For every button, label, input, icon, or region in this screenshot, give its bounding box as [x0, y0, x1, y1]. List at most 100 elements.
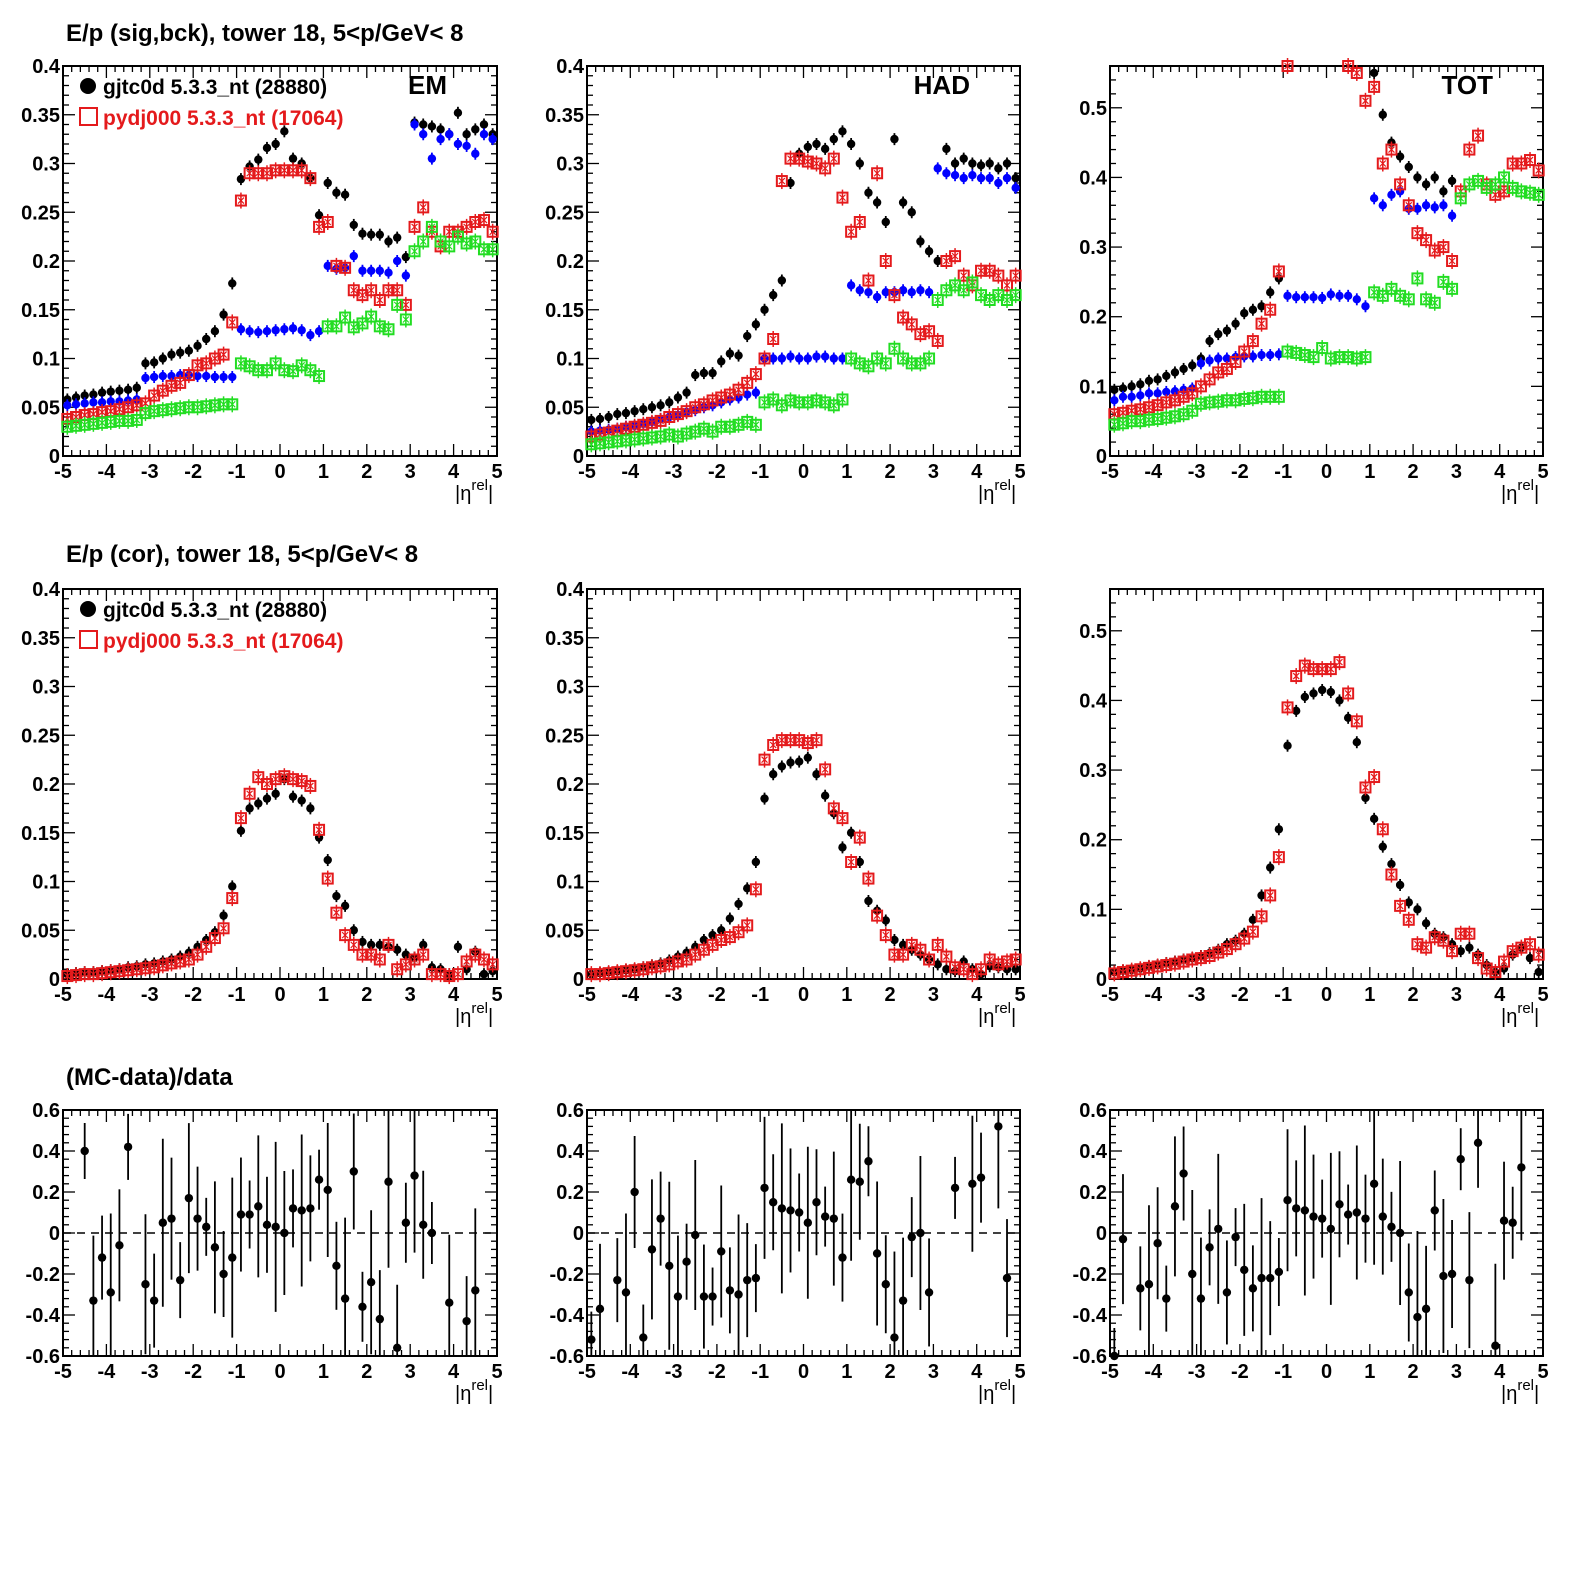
data-point: [1387, 190, 1396, 200]
data-point: [1324, 663, 1337, 676]
data-point: [630, 406, 639, 416]
data-point: [602, 967, 615, 980]
data-point: [587, 1335, 596, 1344]
data-point: [1134, 415, 1147, 428]
data-point: [356, 948, 369, 961]
data-point: [130, 963, 143, 976]
marker-cross: [1012, 272, 1020, 280]
data-point: [966, 276, 979, 289]
y-tick-label: 0.5: [1079, 98, 1107, 120]
marker-cross: [648, 963, 656, 971]
data-point: [365, 284, 378, 297]
marker-cross: [1110, 970, 1118, 977]
data-point: [786, 1206, 795, 1215]
series-box: [1108, 654, 1545, 982]
marker-cross: [1232, 358, 1239, 366]
x-tick-label: 2: [1408, 1361, 1419, 1383]
marker-cross: [761, 355, 768, 362]
x-tick-label: -2: [184, 461, 202, 483]
marker-cross: [385, 325, 392, 333]
data-point: [219, 310, 228, 319]
marker-cross: [761, 756, 768, 764]
data-point: [392, 256, 402, 266]
data-point: [663, 958, 676, 971]
marker-cross: [332, 322, 340, 330]
data-point: [254, 799, 263, 808]
data-point: [810, 734, 823, 747]
marker-cross: [752, 370, 760, 378]
marker-cross: [1448, 947, 1456, 955]
data-point: [924, 1288, 934, 1297]
series-box: [585, 274, 1022, 453]
data-point: [1326, 290, 1336, 299]
data-point: [777, 354, 787, 363]
data-point: [691, 370, 700, 380]
data-point: [654, 960, 667, 973]
x-tick-label: 2: [885, 1361, 896, 1383]
data-point: [1385, 143, 1398, 156]
data-point: [1291, 293, 1301, 302]
marker-cross: [228, 400, 236, 408]
data-point: [182, 369, 195, 382]
marker-cross: [246, 362, 254, 370]
data-point: [366, 266, 376, 275]
data-point: [968, 171, 977, 180]
data-point: [1153, 389, 1162, 398]
marker-cross: [631, 423, 639, 431]
marker-cross: [1491, 191, 1499, 199]
data-point: [462, 141, 471, 151]
data-point: [1413, 1312, 1422, 1322]
marker-cross: [951, 281, 959, 289]
marker-cross: [359, 951, 366, 959]
data-point: [1212, 366, 1225, 379]
data-point: [1447, 176, 1457, 186]
data-point: [838, 354, 847, 363]
marker-cross: [471, 951, 479, 959]
x-tick-label: -5: [578, 1361, 596, 1383]
x-tick-label: 0: [274, 461, 285, 483]
marker-cross: [1154, 401, 1162, 409]
data-point: [933, 960, 942, 969]
data-point: [1368, 771, 1381, 784]
marker-cross: [899, 355, 907, 362]
data-point: [1194, 380, 1207, 393]
marker-cross: [1535, 951, 1543, 959]
x-tick-label: 1: [1364, 1361, 1375, 1383]
data-point: [767, 333, 780, 345]
data-point: [1402, 913, 1415, 926]
marker-cross: [1310, 353, 1317, 361]
data-point: [1257, 1273, 1266, 1283]
data-point: [399, 313, 412, 326]
data-point: [262, 1220, 272, 1230]
marker-cross: [683, 430, 691, 437]
y-tick-label: 0: [49, 1223, 60, 1245]
data-point: [853, 831, 866, 844]
marker-cross: [916, 359, 924, 367]
data-point: [1387, 859, 1396, 869]
data-point: [1369, 194, 1379, 203]
marker-cross: [211, 355, 219, 362]
data-point: [888, 342, 901, 355]
marker-cross: [194, 361, 201, 369]
data-point: [469, 235, 482, 248]
marker-cross: [315, 826, 323, 834]
panel-em_ratio: -5 -4 -3 -2 -1 0 1 2 3 4 5 -0.6 -0.4 -0.2 0 0.2 0.4 0.6 |η…: [26, 1100, 503, 1405]
data-point: [758, 753, 771, 766]
data-point: [639, 405, 648, 414]
marker-cross: [289, 166, 297, 174]
x-tick-label: 4: [971, 984, 983, 1006]
y-tick-label: 0.25: [545, 725, 584, 747]
series-dot: [1110, 66, 1457, 396]
y-tick-label: -0.4: [26, 1305, 61, 1327]
data-point: [1300, 293, 1310, 302]
x-tick-label: 0: [1321, 1361, 1332, 1383]
data-point: [193, 371, 202, 381]
marker-cross: [665, 431, 673, 438]
data-point: [801, 396, 814, 409]
data-point: [1214, 354, 1223, 363]
x-tick-label: -2: [184, 984, 202, 1006]
marker-cross: [1388, 871, 1395, 878]
marker-cross: [1180, 958, 1188, 966]
series-dot: [80, 1110, 480, 1356]
marker-cross: [1258, 912, 1265, 920]
